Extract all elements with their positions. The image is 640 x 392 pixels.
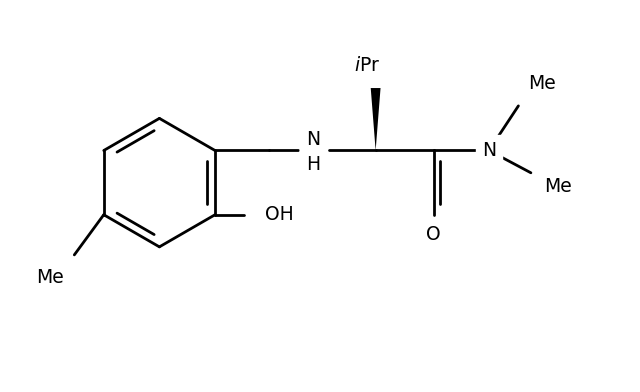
Text: Me: Me bbox=[544, 177, 572, 196]
Text: N: N bbox=[306, 130, 320, 149]
Text: N: N bbox=[306, 130, 320, 149]
Text: OH: OH bbox=[265, 205, 294, 224]
Text: Me: Me bbox=[36, 268, 64, 287]
Text: N: N bbox=[482, 141, 496, 160]
Text: Me: Me bbox=[529, 74, 556, 93]
Text: H: H bbox=[306, 155, 320, 174]
Text: $\it{i}$Pr: $\it{i}$Pr bbox=[353, 56, 380, 75]
Text: O: O bbox=[426, 225, 441, 244]
Polygon shape bbox=[371, 88, 381, 151]
